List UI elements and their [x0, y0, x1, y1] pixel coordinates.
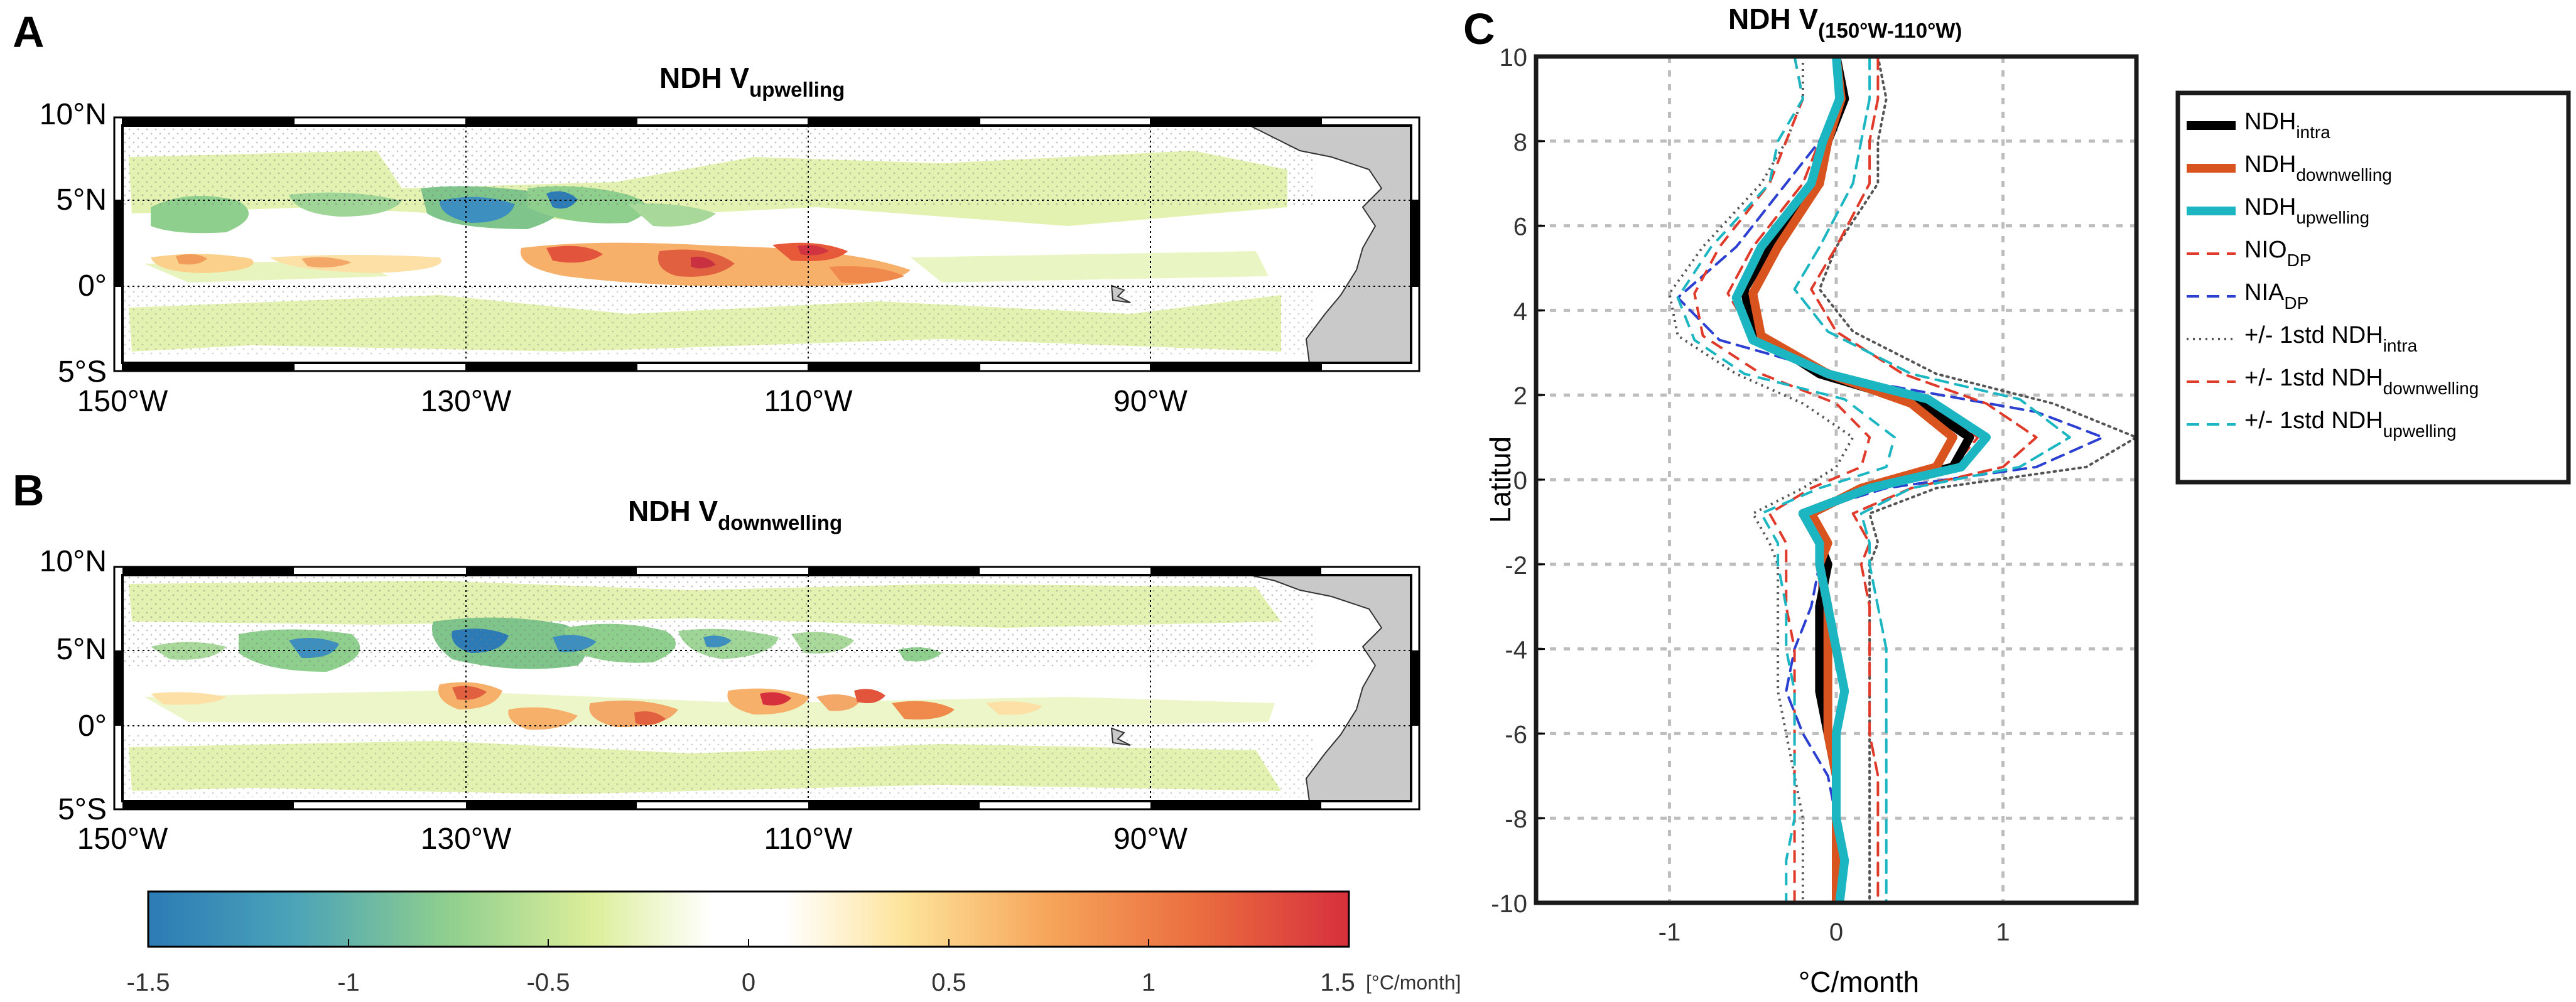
colorbar-tick: -1 [337, 969, 360, 996]
colorbar-tick: 0.5 [931, 969, 966, 996]
panel-b-title: NDH Vdownwelling [628, 495, 842, 534]
panel-a-lon-tick: 90°W [1113, 385, 1188, 418]
panel-c-ytick: 6 [1513, 213, 1527, 241]
panel-b-lat-ticks: 10°N 5°N 0° 5°S [40, 545, 107, 826]
panel-c-ytick: -2 [1505, 552, 1527, 579]
panel-c-ytick: 0 [1513, 467, 1527, 495]
series-1std-ndh-intra [1818, 57, 2136, 903]
panel-c-ytick: 4 [1513, 298, 1527, 325]
legend: NDHintra NDHdownwelling NDHupwelling NIODP N… [2187, 109, 2479, 441]
colorbar-tick: -0.5 [527, 969, 570, 996]
panel-a-lon-tick: 110°W [764, 385, 853, 418]
panel-c-title: NDH V(150°W-110°W) [1728, 3, 1962, 42]
panel-a-lon-ticks: 150°W 130°W 110°W 90°W [77, 385, 1188, 418]
panel-b-lon-tick: 90°W [1113, 822, 1188, 856]
panel-c-xtick: 1 [1996, 919, 2010, 946]
legend-label: +/- 1std NDHdownwelling [2244, 365, 2479, 398]
legend-label: +/- 1std NDHupwelling [2244, 407, 2456, 441]
series-1std-ndh-upwelling-lower [1676, 57, 1896, 903]
panel-c-ytick: -10 [1491, 890, 1527, 918]
legend-label: NDHintra [2244, 109, 2330, 142]
panel-b-lon-tick: 150°W [77, 822, 168, 856]
panel-a-lat-tick: 5°N [56, 183, 107, 217]
panel-c-xlabel: °C/month [1799, 966, 1919, 998]
legend-label: NIODP [2244, 237, 2311, 270]
legend-label: NDHdownwelling [2244, 151, 2392, 185]
panel-a-lon-tick: 150°W [77, 385, 168, 418]
colorbar-unit: [°C/month] [1366, 971, 1461, 994]
panel-b-map [122, 575, 1411, 801]
colorbar-gradient [147, 890, 1350, 948]
colorbar: -1.5 -1 -0.5 0 0.5 1 1.5 [°C/month] [127, 890, 1461, 996]
panel-b-lat-tick: 10°N [40, 545, 107, 578]
colorbar-tick: 1.5 [1320, 969, 1355, 996]
panel-a-land [1249, 126, 1411, 363]
panel-a-lat-tick: 0° [78, 269, 107, 303]
panel-a: A NDH Vupwelling [13, 8, 1421, 418]
panel-b-land [1249, 575, 1411, 801]
legend-box [2175, 90, 2571, 485]
panel-a-title: NDH Vupwelling [659, 62, 845, 101]
panel-c-letter: C [1463, 4, 1495, 53]
panel-c-xtick: 0 [1829, 919, 1843, 946]
panel-b-lat-tick: 5°N [56, 633, 107, 666]
panel-a-map [122, 126, 1411, 363]
panel-c-xtick: -1 [1659, 919, 1681, 946]
panel-b-lat-tick: 0° [78, 709, 107, 743]
panel-c-ylabel: Latitud [1484, 436, 1517, 523]
series-1std-ndh-downwelling-lower [1693, 57, 1871, 903]
series-1std-ndh-downwelling [1810, 57, 2038, 903]
panel-a-letter: A [13, 8, 45, 57]
panel-b: B NDH Vdownwelling [13, 466, 1421, 856]
panel-b-lat-tick: 5°S [58, 793, 107, 826]
colorbar-tick: -1.5 [127, 969, 170, 996]
series-ndh-upwelling [1731, 57, 1991, 903]
panel-b-lon-ticks: 150°W 130°W 110°W 90°W [77, 822, 1188, 856]
panel-c-series [1668, 57, 2136, 903]
panel-b-lon-tick: 110°W [764, 822, 853, 856]
panel-b-letter: B [13, 466, 45, 515]
colorbar-ticks: -1.5 -1 -0.5 0 0.5 1 1.5 [127, 969, 1355, 996]
legend-label: +/- 1std NDHintra [2244, 322, 2418, 355]
panel-c-ytick: -6 [1505, 721, 1527, 748]
panel-c-ytick: -4 [1505, 637, 1527, 664]
panel-a-lat-ticks: 10°N 5°N 0° 5°S [40, 98, 107, 389]
panel-c: C NDH V(150°W-110°W) 1086420-2-4-6-8-10-… [1463, 3, 2571, 998]
panel-c-ytick: -8 [1505, 805, 1527, 833]
panel-a-lat-tick: 10°N [40, 98, 107, 131]
panel-b-lon-tick: 130°W [421, 822, 512, 856]
panel-c-ytick: 2 [1513, 382, 1527, 410]
colorbar-tick: 1 [1142, 969, 1155, 996]
panel-a-lat-tick: 5°S [58, 355, 107, 389]
legend-label: NDHupwelling [2244, 194, 2369, 227]
colorbar-tick: 0 [742, 969, 755, 996]
panel-c-ytick: 10 [1500, 44, 1528, 72]
series-1std-ndh-upwelling [1793, 57, 2071, 903]
panel-a-lon-tick: 130°W [421, 385, 512, 418]
panel-c-ytick: 8 [1513, 129, 1527, 156]
panel-c-frame [1534, 54, 2139, 905]
legend-label: NIADP [2244, 279, 2308, 313]
